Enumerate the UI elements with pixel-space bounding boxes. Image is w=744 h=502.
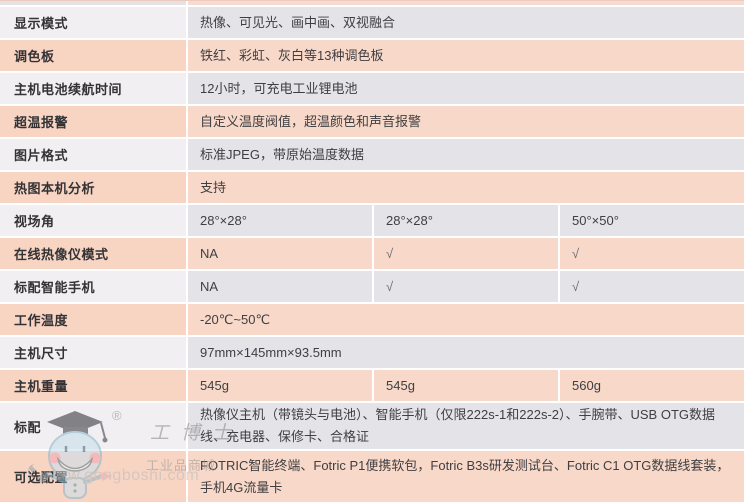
row-value: 28°×28° [188,205,372,236]
table-row: 热图本机分析 支持 [0,172,744,203]
row-label: 主机尺寸 [0,337,186,368]
row-value: √ [560,271,744,302]
cutoff-row-sliver [0,0,744,5]
table-row: 主机电池续航时间 12小时，可充电工业锂电池 [0,73,744,104]
table-row: 视场角 28°×28° 28°×28° 50°×50° [0,205,744,236]
row-value: 标准JPEG，带原始温度数据 [188,139,744,170]
table-row: 可选配置 FOTRIC智能终端、Fotric P1便携软包，Fotric B3s… [0,451,744,502]
row-value: NA [188,238,372,269]
row-value: 支持 [188,172,744,203]
table-row: 工作温度 -20℃~50℃ [0,304,744,335]
row-label: 超温报警 [0,106,186,137]
table-row: 主机尺寸 97mm×145mm×93.5mm [0,337,744,368]
row-value: 545g [374,370,558,401]
row-value: √ [374,238,558,269]
table-row: 调色板 铁红、彩虹、灰白等13种调色板 [0,40,744,71]
row-label: 主机电池续航时间 [0,73,186,104]
row-value: 28°×28° [374,205,558,236]
row-value: 自定义温度阀值，超温颜色和声音报警 [188,106,744,137]
table-row: 标配 热像仪主机（带镜头与电池）、智能手机（仅限222s-1和222s-2）、手… [0,403,744,449]
table-row: 显示模式 热像、可见光、画中画、双视融合 [0,7,744,38]
table-row: 超温报警 自定义温度阀值，超温颜色和声音报警 [0,106,744,137]
row-label: 显示模式 [0,7,186,38]
row-label: 调色板 [0,40,186,71]
row-label: 热图本机分析 [0,172,186,203]
row-value: 545g [188,370,372,401]
spec-table: 显示模式 热像、可见光、画中画、双视融合 调色板 铁红、彩虹、灰白等13种调色板… [0,7,744,502]
row-value: -20℃~50℃ [188,304,744,335]
row-value: 50°×50° [560,205,744,236]
row-label: 标配 [0,403,186,449]
table-row: 标配智能手机 NA √ √ [0,271,744,302]
row-value: √ [560,238,744,269]
table-row: 主机重量 545g 545g 560g [0,370,744,401]
row-label: 图片格式 [0,139,186,170]
row-value: FOTRIC智能终端、Fotric P1便携软包，Fotric B3s研发测试台… [188,451,744,502]
row-label: 在线热像仪模式 [0,238,186,269]
row-label: 工作温度 [0,304,186,335]
row-value: 12小时，可充电工业锂电池 [188,73,744,104]
row-value: 97mm×145mm×93.5mm [188,337,744,368]
table-row: 在线热像仪模式 NA √ √ [0,238,744,269]
table-row: 图片格式 标准JPEG，带原始温度数据 [0,139,744,170]
row-label: 标配智能手机 [0,271,186,302]
row-value: 热像仪主机（带镜头与电池）、智能手机（仅限222s-1和222s-2）、手腕带、… [188,403,744,449]
row-label: 视场角 [0,205,186,236]
row-value: 铁红、彩虹、灰白等13种调色板 [188,40,744,71]
row-value: 560g [560,370,744,401]
row-label: 可选配置 [0,451,186,502]
row-value: √ [374,271,558,302]
row-value: 热像、可见光、画中画、双视融合 [188,7,744,38]
row-label: 主机重量 [0,370,186,401]
cutoff-row-value-cell [188,1,744,5]
row-value: NA [188,271,372,302]
cutoff-row-label-cell [0,1,186,5]
